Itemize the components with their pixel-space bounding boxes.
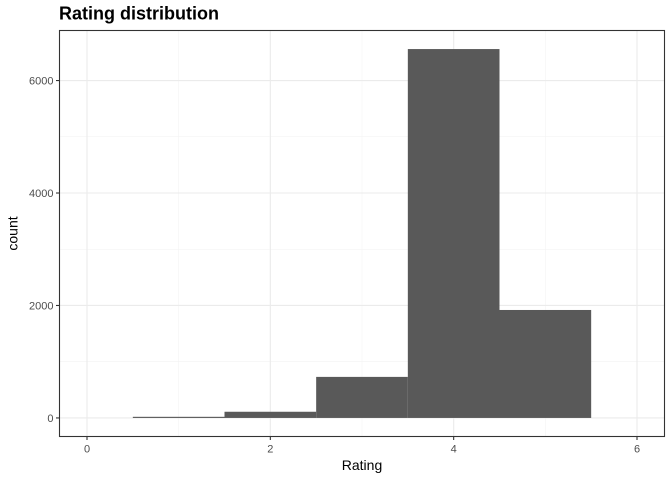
x-tick-label: 2 <box>267 444 273 456</box>
minor-gridlines <box>59 30 665 437</box>
y-tick-label: 4000 <box>29 188 53 200</box>
x-axis: 0 2 4 6 <box>84 436 640 456</box>
histogram-bar <box>224 411 317 418</box>
y-tick-label: 0 <box>47 413 53 425</box>
plot-panel-border <box>58 29 666 438</box>
x-tick-label: 6 <box>634 444 640 456</box>
chart-title: Rating distribution <box>59 4 219 24</box>
y-tick-label: 2000 <box>29 300 53 312</box>
y-tick-label: 6000 <box>29 76 53 88</box>
histogram-bar <box>499 309 592 418</box>
histogram-bar <box>316 376 408 418</box>
y-axis: 0 2000 4000 6000 <box>29 76 60 425</box>
histogram-bars <box>132 49 592 418</box>
x-axis-title: Rating <box>342 457 382 473</box>
y-axis-title: count <box>5 216 21 250</box>
histogram-bar <box>132 416 225 418</box>
x-tick-label: 4 <box>451 444 457 456</box>
histogram-bar <box>407 49 500 418</box>
x-tick-label: 0 <box>84 444 90 456</box>
